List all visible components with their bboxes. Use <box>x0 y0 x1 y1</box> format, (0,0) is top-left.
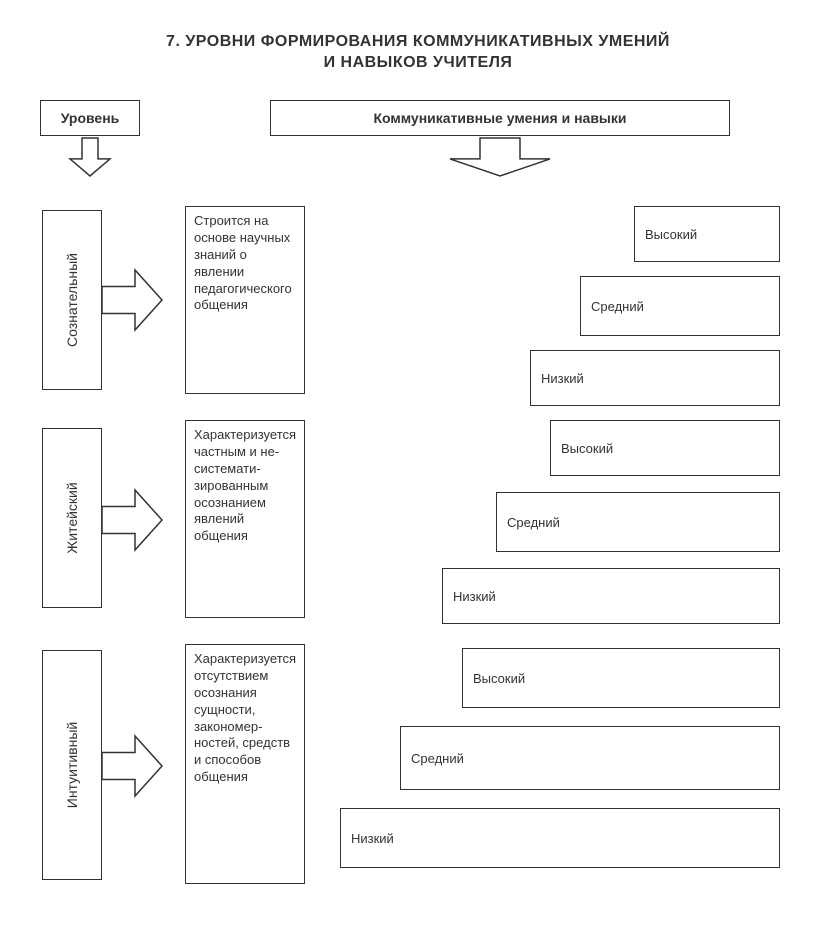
title-line1: 7. УРОВНИ ФОРМИРОВАНИЯ КОММУНИКАТИВНЫХ У… <box>70 32 766 53</box>
header-level: Уровень <box>40 100 140 136</box>
step-1-medium: Средний <box>496 492 780 552</box>
step-1-high: Высокий <box>550 420 780 476</box>
step-0-low: Низкий <box>530 350 780 406</box>
desc-box-2: Характери­зуется от­сутствием осознания … <box>185 644 305 884</box>
level-label-1: Житейский <box>64 482 80 553</box>
level-label-0: Сознательный <box>64 253 80 347</box>
level-box-2: Интуитивный <box>42 650 102 880</box>
arrow-right-2 <box>102 736 162 796</box>
step-0-medium: Средний <box>580 276 780 336</box>
title-line2: И НАВЫКОВ УЧИТЕЛЯ <box>70 53 766 74</box>
step-2-low: Низкий <box>340 808 780 868</box>
arrow-right-0 <box>102 270 162 330</box>
step-2-high: Высокий <box>462 648 780 708</box>
level-label-2: Интуитивный <box>64 722 80 808</box>
step-1-low: Низкий <box>442 568 780 624</box>
header-skills: Коммуникативные умения и навыки <box>270 100 730 136</box>
level-box-1: Житейский <box>42 428 102 608</box>
level-box-0: Сознательный <box>42 210 102 390</box>
desc-box-0: Строится на основе научных знаний о явле… <box>185 206 305 394</box>
step-0-high: Высокий <box>634 206 780 262</box>
step-2-medium: Средний <box>400 726 780 790</box>
arrow-down-skills <box>450 138 550 176</box>
page-title: 7. УРОВНИ ФОРМИРОВАНИЯ КОММУНИКАТИВНЫХ У… <box>70 32 766 74</box>
arrow-right-1 <box>102 490 162 550</box>
desc-box-1: Характери­зуется част­ным и не­системати… <box>185 420 305 618</box>
arrow-down-level <box>70 138 110 176</box>
